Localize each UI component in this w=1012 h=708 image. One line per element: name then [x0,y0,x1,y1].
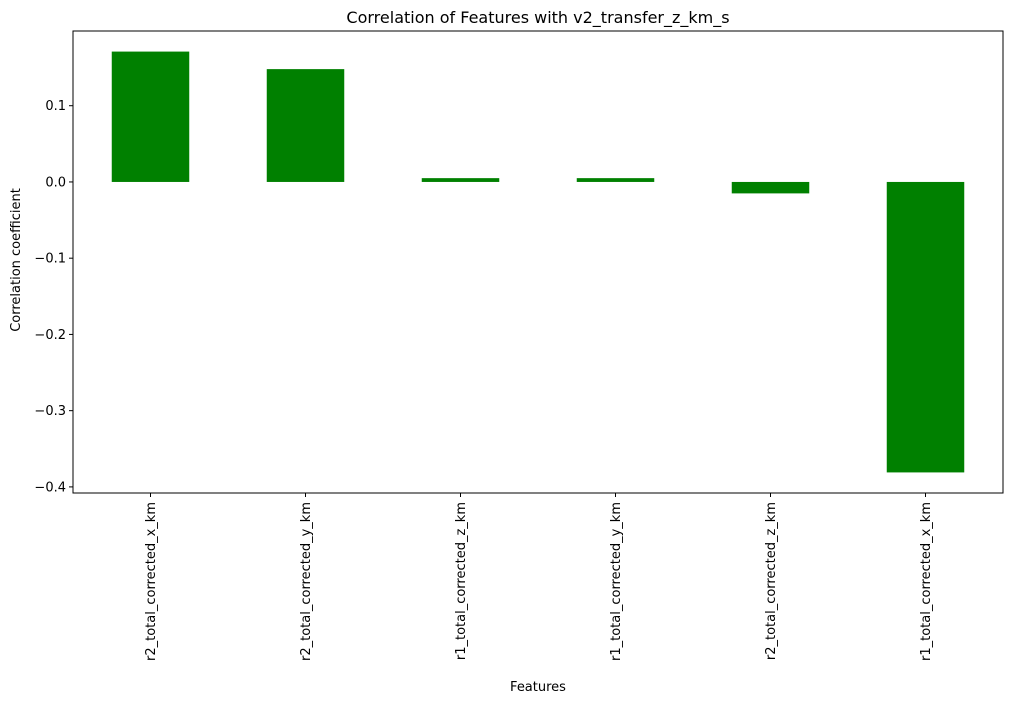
bar [421,178,500,182]
y-tick-label: −0.2 [34,328,66,343]
bar [886,181,965,473]
bar [731,181,810,194]
x-tick-label: r2_total_corrected_z_km [764,502,779,660]
chart-title: Correlation of Features with v2_transfer… [346,8,729,28]
x-tick-label: r1_total_corrected_y_km [609,502,624,661]
x-tick-label: r2_total_corrected_y_km [299,502,314,661]
x-tick-label: r2_total_corrected_x_km [144,502,159,661]
bar [576,178,655,182]
plot-area: 0.1 0.0 −0.1 −0.2 −0.3 −0.4 r2_total_corrected… [34,30,1004,661]
bar [111,51,190,182]
bar [266,69,345,182]
y-axis-title: Correlation coefficient [9,188,24,332]
y-tick-label: 0.0 [45,175,66,190]
x-tick-label: r1_total_corrected_x_km [919,502,934,661]
y-tick-label: −0.1 [34,252,66,267]
y-tick-label: −0.3 [34,404,66,419]
y-tick-label: 0.1 [45,99,66,114]
x-tick-label: r1_total_corrected_z_km [454,502,469,660]
x-axis-title: Features [510,680,566,695]
plot-frame [72,30,1004,494]
y-tick-label: −0.4 [34,480,66,495]
